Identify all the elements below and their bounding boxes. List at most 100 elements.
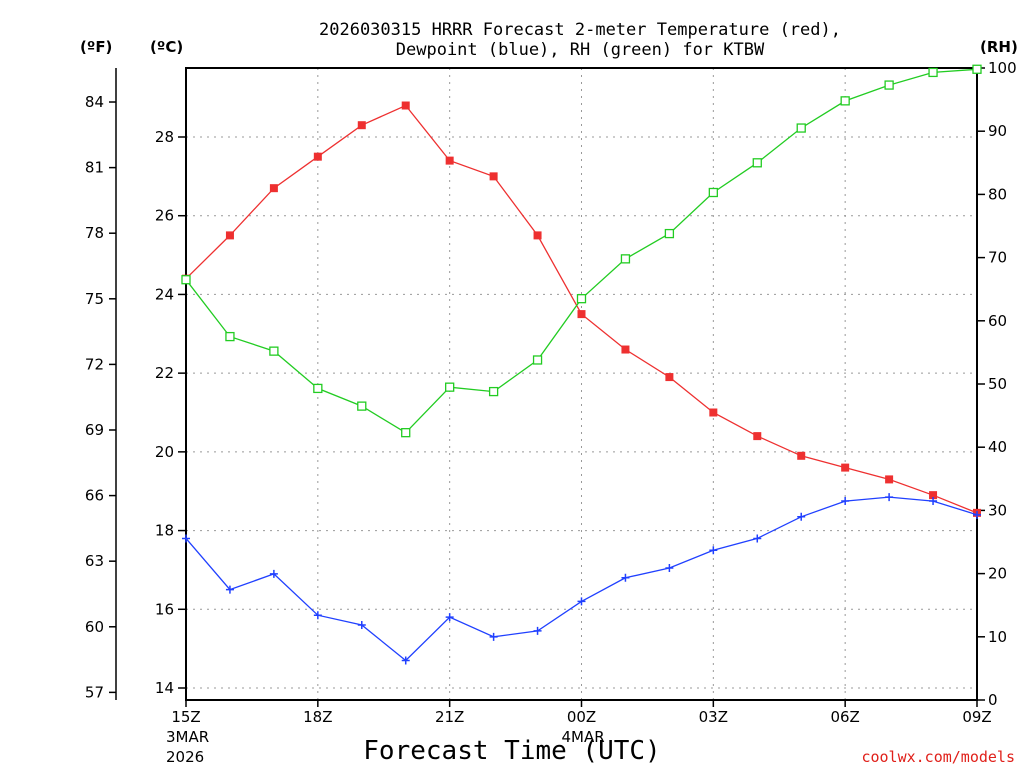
x-tick-year-label: 2026 <box>166 748 204 766</box>
fahrenheit-tick-label: 66 <box>85 487 104 505</box>
rh-point <box>928 67 938 78</box>
celsius-tick-label: 14 <box>155 679 174 697</box>
dewpoint-point <box>929 497 938 506</box>
celsius-tick-label: 24 <box>155 285 174 303</box>
dewpoint-point <box>357 621 366 630</box>
x-tick-label: 06Z <box>830 708 859 726</box>
dewpoint-point <box>533 626 542 635</box>
rh-tick-label: 20 <box>988 565 1007 583</box>
series-dewpoint <box>182 493 981 665</box>
dewpoint-point <box>753 534 762 543</box>
temperature-point <box>577 310 586 319</box>
temperature-point <box>709 408 718 417</box>
rh-point <box>357 401 367 411</box>
rh-tick-label: 50 <box>988 375 1007 393</box>
gridlines <box>186 68 977 700</box>
rh-tick-label: 40 <box>988 438 1007 456</box>
x-tick-label: 09Z <box>962 708 991 726</box>
temperature-point <box>401 101 410 110</box>
celsius-tick-label: 20 <box>155 443 174 461</box>
dewpoint-point <box>313 611 322 620</box>
rh-point <box>488 386 499 397</box>
x-tick-label: 21Z <box>435 708 464 726</box>
temperature-point <box>489 172 498 181</box>
rh-point <box>401 428 411 438</box>
rh-point <box>972 64 982 74</box>
temperature-point <box>841 463 850 472</box>
fahrenheit-tick-label: 72 <box>85 355 104 373</box>
x-tick-date-label: 4MAR <box>562 728 605 746</box>
series-rh <box>181 64 982 438</box>
temperature-point <box>225 231 234 240</box>
dewpoint-point <box>973 510 981 519</box>
fahrenheit-unit-label: (ºF) <box>80 38 112 56</box>
rh-point <box>269 346 279 356</box>
celsius-unit-label: (ºC) <box>150 38 183 56</box>
temperature-point <box>621 345 630 354</box>
rh-tick-label: 100 <box>988 59 1017 77</box>
rh-tick-label: 80 <box>988 185 1007 203</box>
rh-point <box>181 275 191 285</box>
fahrenheit-tick-label: 84 <box>85 93 104 111</box>
credit-link[interactable]: coolwx.com/models <box>861 748 1015 766</box>
fahrenheit-tick-label: 75 <box>85 290 104 308</box>
celsius-tick-label: 28 <box>155 128 174 146</box>
temperature-point <box>797 451 806 460</box>
rh-point <box>664 228 675 239</box>
chart-title-line2: Dewpoint (blue), RH (green) for KTBW <box>396 40 765 60</box>
rh-point <box>576 294 587 304</box>
celsius-tick-label: 22 <box>155 364 174 382</box>
dewpoint-point <box>182 534 190 543</box>
series-temperature <box>182 101 981 517</box>
fahrenheit-tick-label: 60 <box>85 618 104 636</box>
dewpoint-point <box>577 597 586 606</box>
dewpoint-point <box>621 573 630 582</box>
fahrenheit-tick-label: 57 <box>85 683 104 701</box>
dewpoint-point <box>401 656 410 665</box>
rh-tick-label: 60 <box>988 312 1007 330</box>
celsius-tick-label: 26 <box>155 207 174 225</box>
rh-point <box>708 187 718 198</box>
temperature-point <box>269 184 278 193</box>
fahrenheit-tick-label: 78 <box>85 224 104 242</box>
rh-point <box>532 355 543 365</box>
rh-point <box>884 80 894 90</box>
x-tick-date-label: 3MAR <box>166 728 209 746</box>
rh-unit-label: (RH) <box>980 38 1018 56</box>
data-series <box>181 64 982 665</box>
x-tick-label: 18Z <box>303 708 332 726</box>
temperature-point <box>533 231 542 240</box>
temperature-point <box>665 373 674 382</box>
fahrenheit-tick-label: 81 <box>85 159 104 177</box>
dewpoint-point <box>709 546 718 555</box>
temperature-point <box>445 156 454 165</box>
x-tick-label: 00Z <box>567 708 596 726</box>
x-axis-label: Forecast Time (UTC) <box>363 736 660 766</box>
dewpoint-point <box>665 563 674 572</box>
temperature-point <box>753 432 762 441</box>
rh-tick-label: 0 <box>988 691 998 709</box>
rh-point <box>840 96 850 106</box>
temperature-point <box>929 491 938 500</box>
x-tick-label: 03Z <box>699 708 728 726</box>
rh-point <box>752 158 762 168</box>
celsius-tick-label: 16 <box>155 600 174 618</box>
dewpoint-point <box>885 493 894 502</box>
fahrenheit-tick-label: 63 <box>85 552 104 570</box>
dewpoint-point <box>489 632 498 641</box>
dewpoint-point <box>269 569 278 578</box>
celsius-tick-label: 18 <box>155 522 174 540</box>
rh-tick-label: 30 <box>988 501 1007 519</box>
temperature-point <box>313 152 322 161</box>
rh-tick-label: 70 <box>988 249 1007 267</box>
rh-point <box>225 331 235 342</box>
dewpoint-point <box>797 512 806 521</box>
rh-tick-label: 90 <box>988 122 1007 140</box>
rh-point <box>796 123 806 133</box>
dewpoint-point <box>445 613 454 622</box>
rh-point <box>445 382 455 392</box>
temperature-point <box>357 121 366 130</box>
rh-tick-label: 10 <box>988 628 1007 646</box>
